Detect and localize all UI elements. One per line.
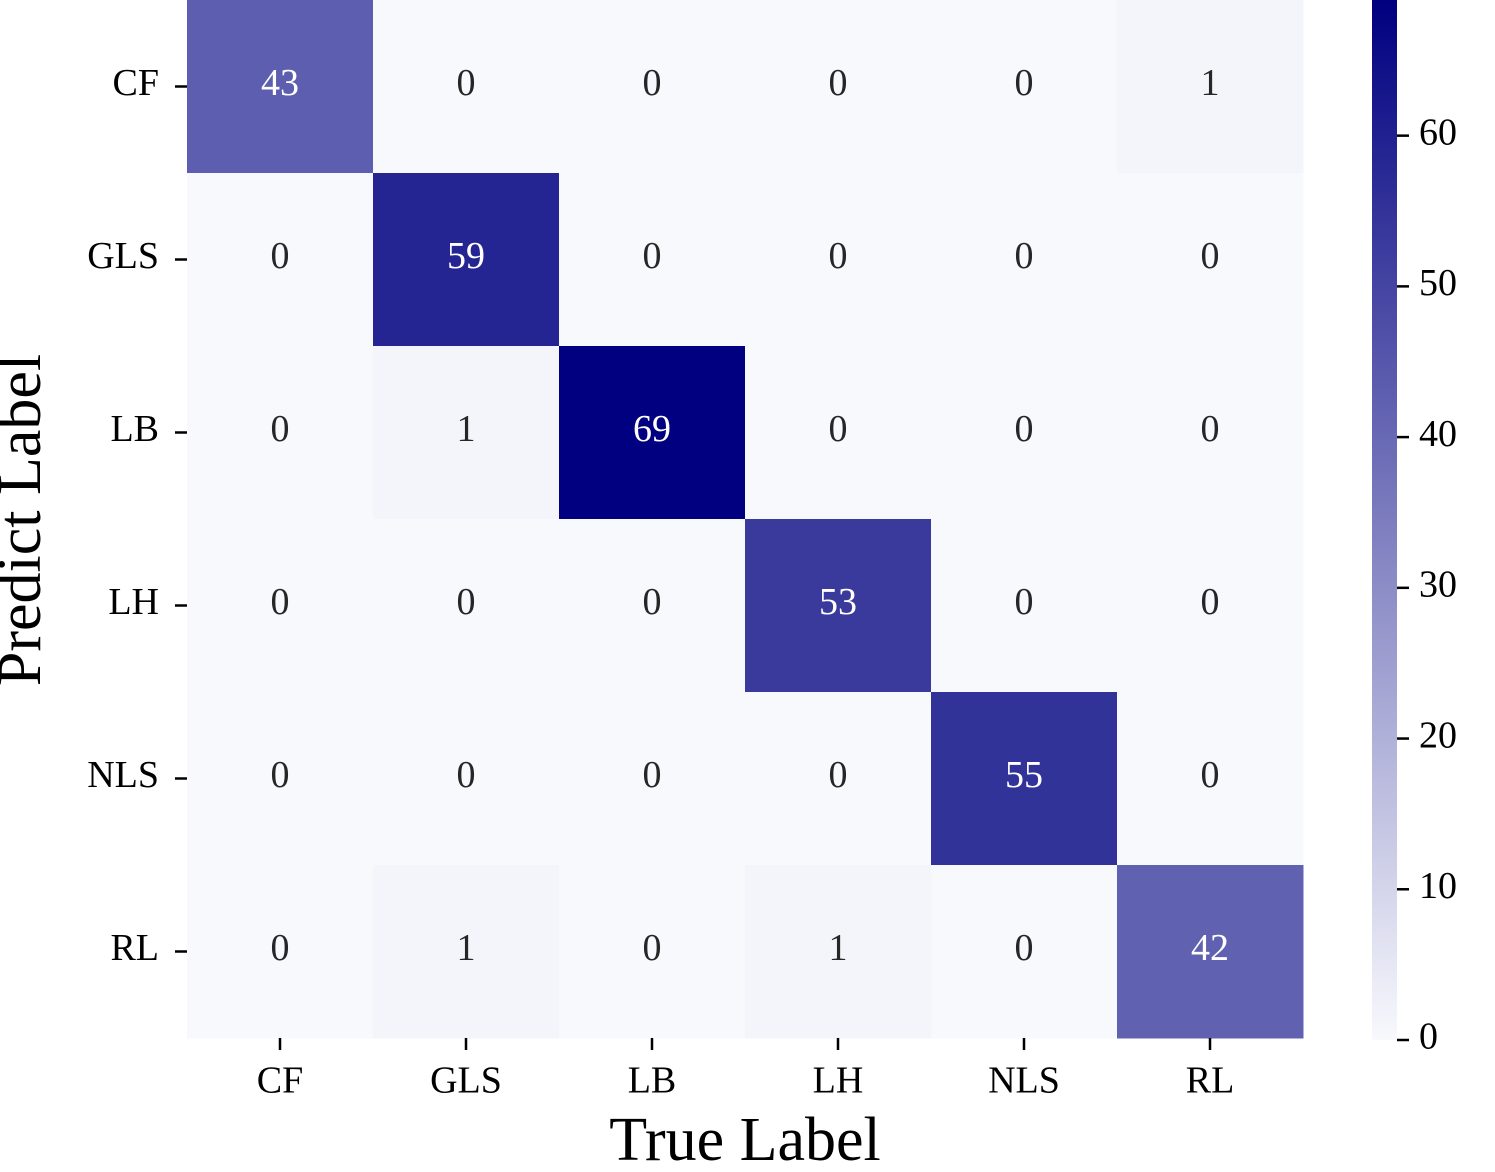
cell (187, 519, 374, 693)
x-tick-label: CF (257, 1060, 303, 1102)
cell (1117, 173, 1304, 347)
y-tick-label: CF (113, 62, 159, 104)
cell-label: 0 (457, 62, 476, 104)
cell (745, 865, 932, 1039)
cell-label: 69 (633, 408, 671, 450)
x-tick-label: NLS (988, 1060, 1060, 1102)
cell-label: 42 (1191, 927, 1229, 969)
y-axis-label: Predict Label (0, 354, 54, 686)
cell (1117, 0, 1304, 174)
cell-label: 0 (271, 927, 290, 969)
cell (931, 346, 1118, 520)
cell (1117, 519, 1304, 693)
colorbar-tick-label: 20 (1419, 714, 1457, 756)
cell-label: 0 (643, 235, 662, 277)
cell-label: 0 (271, 235, 290, 277)
cell-label: 0 (271, 581, 290, 623)
cell (373, 346, 560, 520)
cell (373, 519, 560, 693)
cell (931, 519, 1118, 693)
cell (187, 692, 374, 866)
cell (745, 0, 932, 174)
cell (931, 692, 1118, 866)
cell (187, 173, 374, 347)
x-tick-label: RL (1186, 1060, 1235, 1102)
cell-label: 0 (457, 754, 476, 796)
cell (745, 173, 932, 347)
cell-label: 43 (261, 62, 299, 104)
cell (1117, 865, 1304, 1039)
cell (187, 346, 374, 520)
cell-label: 0 (829, 754, 848, 796)
cell-label: 0 (1015, 408, 1034, 450)
x-tick-label: LH (813, 1060, 864, 1102)
cell (745, 692, 932, 866)
y-tick-label: NLS (87, 754, 159, 796)
colorbar-tick-label: 10 (1419, 865, 1457, 907)
cell-label: 0 (643, 927, 662, 969)
cell (187, 0, 374, 174)
cell-label: 0 (1201, 754, 1220, 796)
cell (373, 0, 560, 174)
cell (559, 865, 746, 1039)
cell-label: 0 (829, 408, 848, 450)
cell (187, 865, 374, 1039)
cell-label: 59 (447, 235, 485, 277)
cell (931, 0, 1118, 174)
y-tick-label: LB (110, 408, 159, 450)
cell (559, 346, 746, 520)
cell (1117, 692, 1304, 866)
cell-label: 0 (457, 581, 476, 623)
cell (931, 173, 1118, 347)
x-tick-label: GLS (430, 1060, 502, 1102)
colorbar-tick-label: 30 (1419, 564, 1457, 606)
colorbar-tick-label: 0 (1419, 1016, 1438, 1058)
cell (559, 519, 746, 693)
cell-label: 0 (1201, 235, 1220, 277)
cell (559, 692, 746, 866)
cell-label: 0 (271, 408, 290, 450)
colorbar-tick-label: 50 (1419, 262, 1457, 304)
cell (745, 346, 932, 520)
cell (373, 692, 560, 866)
colorbar-tick-label: 60 (1419, 111, 1457, 153)
cell-label: 1 (1201, 62, 1220, 104)
cell (559, 0, 746, 174)
cell-label: 0 (1015, 235, 1034, 277)
cell-label: 0 (643, 754, 662, 796)
cell-label: 0 (1015, 581, 1034, 623)
cell-label: 0 (271, 754, 290, 796)
y-tick-label: RL (110, 927, 159, 969)
cell-label: 0 (1015, 927, 1034, 969)
x-axis-label: True Label (609, 1106, 881, 1172)
cell-label: 0 (643, 62, 662, 104)
cell (559, 173, 746, 347)
y-tick-label: GLS (87, 235, 159, 277)
cell-label: 0 (829, 235, 848, 277)
cell (373, 173, 560, 347)
cell-label: 1 (457, 927, 476, 969)
cell-label: 0 (1201, 581, 1220, 623)
cell-label: 0 (1201, 408, 1220, 450)
x-tick-label: LB (628, 1060, 677, 1102)
cell-label: 1 (457, 408, 476, 450)
cell-label: 0 (829, 62, 848, 104)
colorbar (1372, 0, 1397, 1040)
cell-label: 53 (819, 581, 857, 623)
cell-label: 55 (1005, 754, 1043, 796)
cell-label: 0 (643, 581, 662, 623)
y-tick-label: LH (108, 581, 159, 623)
colorbar-tick-label: 40 (1419, 413, 1457, 455)
cell-label: 1 (829, 927, 848, 969)
cell-label: 0 (1015, 62, 1034, 104)
cell (931, 865, 1118, 1039)
cell (373, 865, 560, 1039)
cell (1117, 346, 1304, 520)
cell (745, 519, 932, 693)
